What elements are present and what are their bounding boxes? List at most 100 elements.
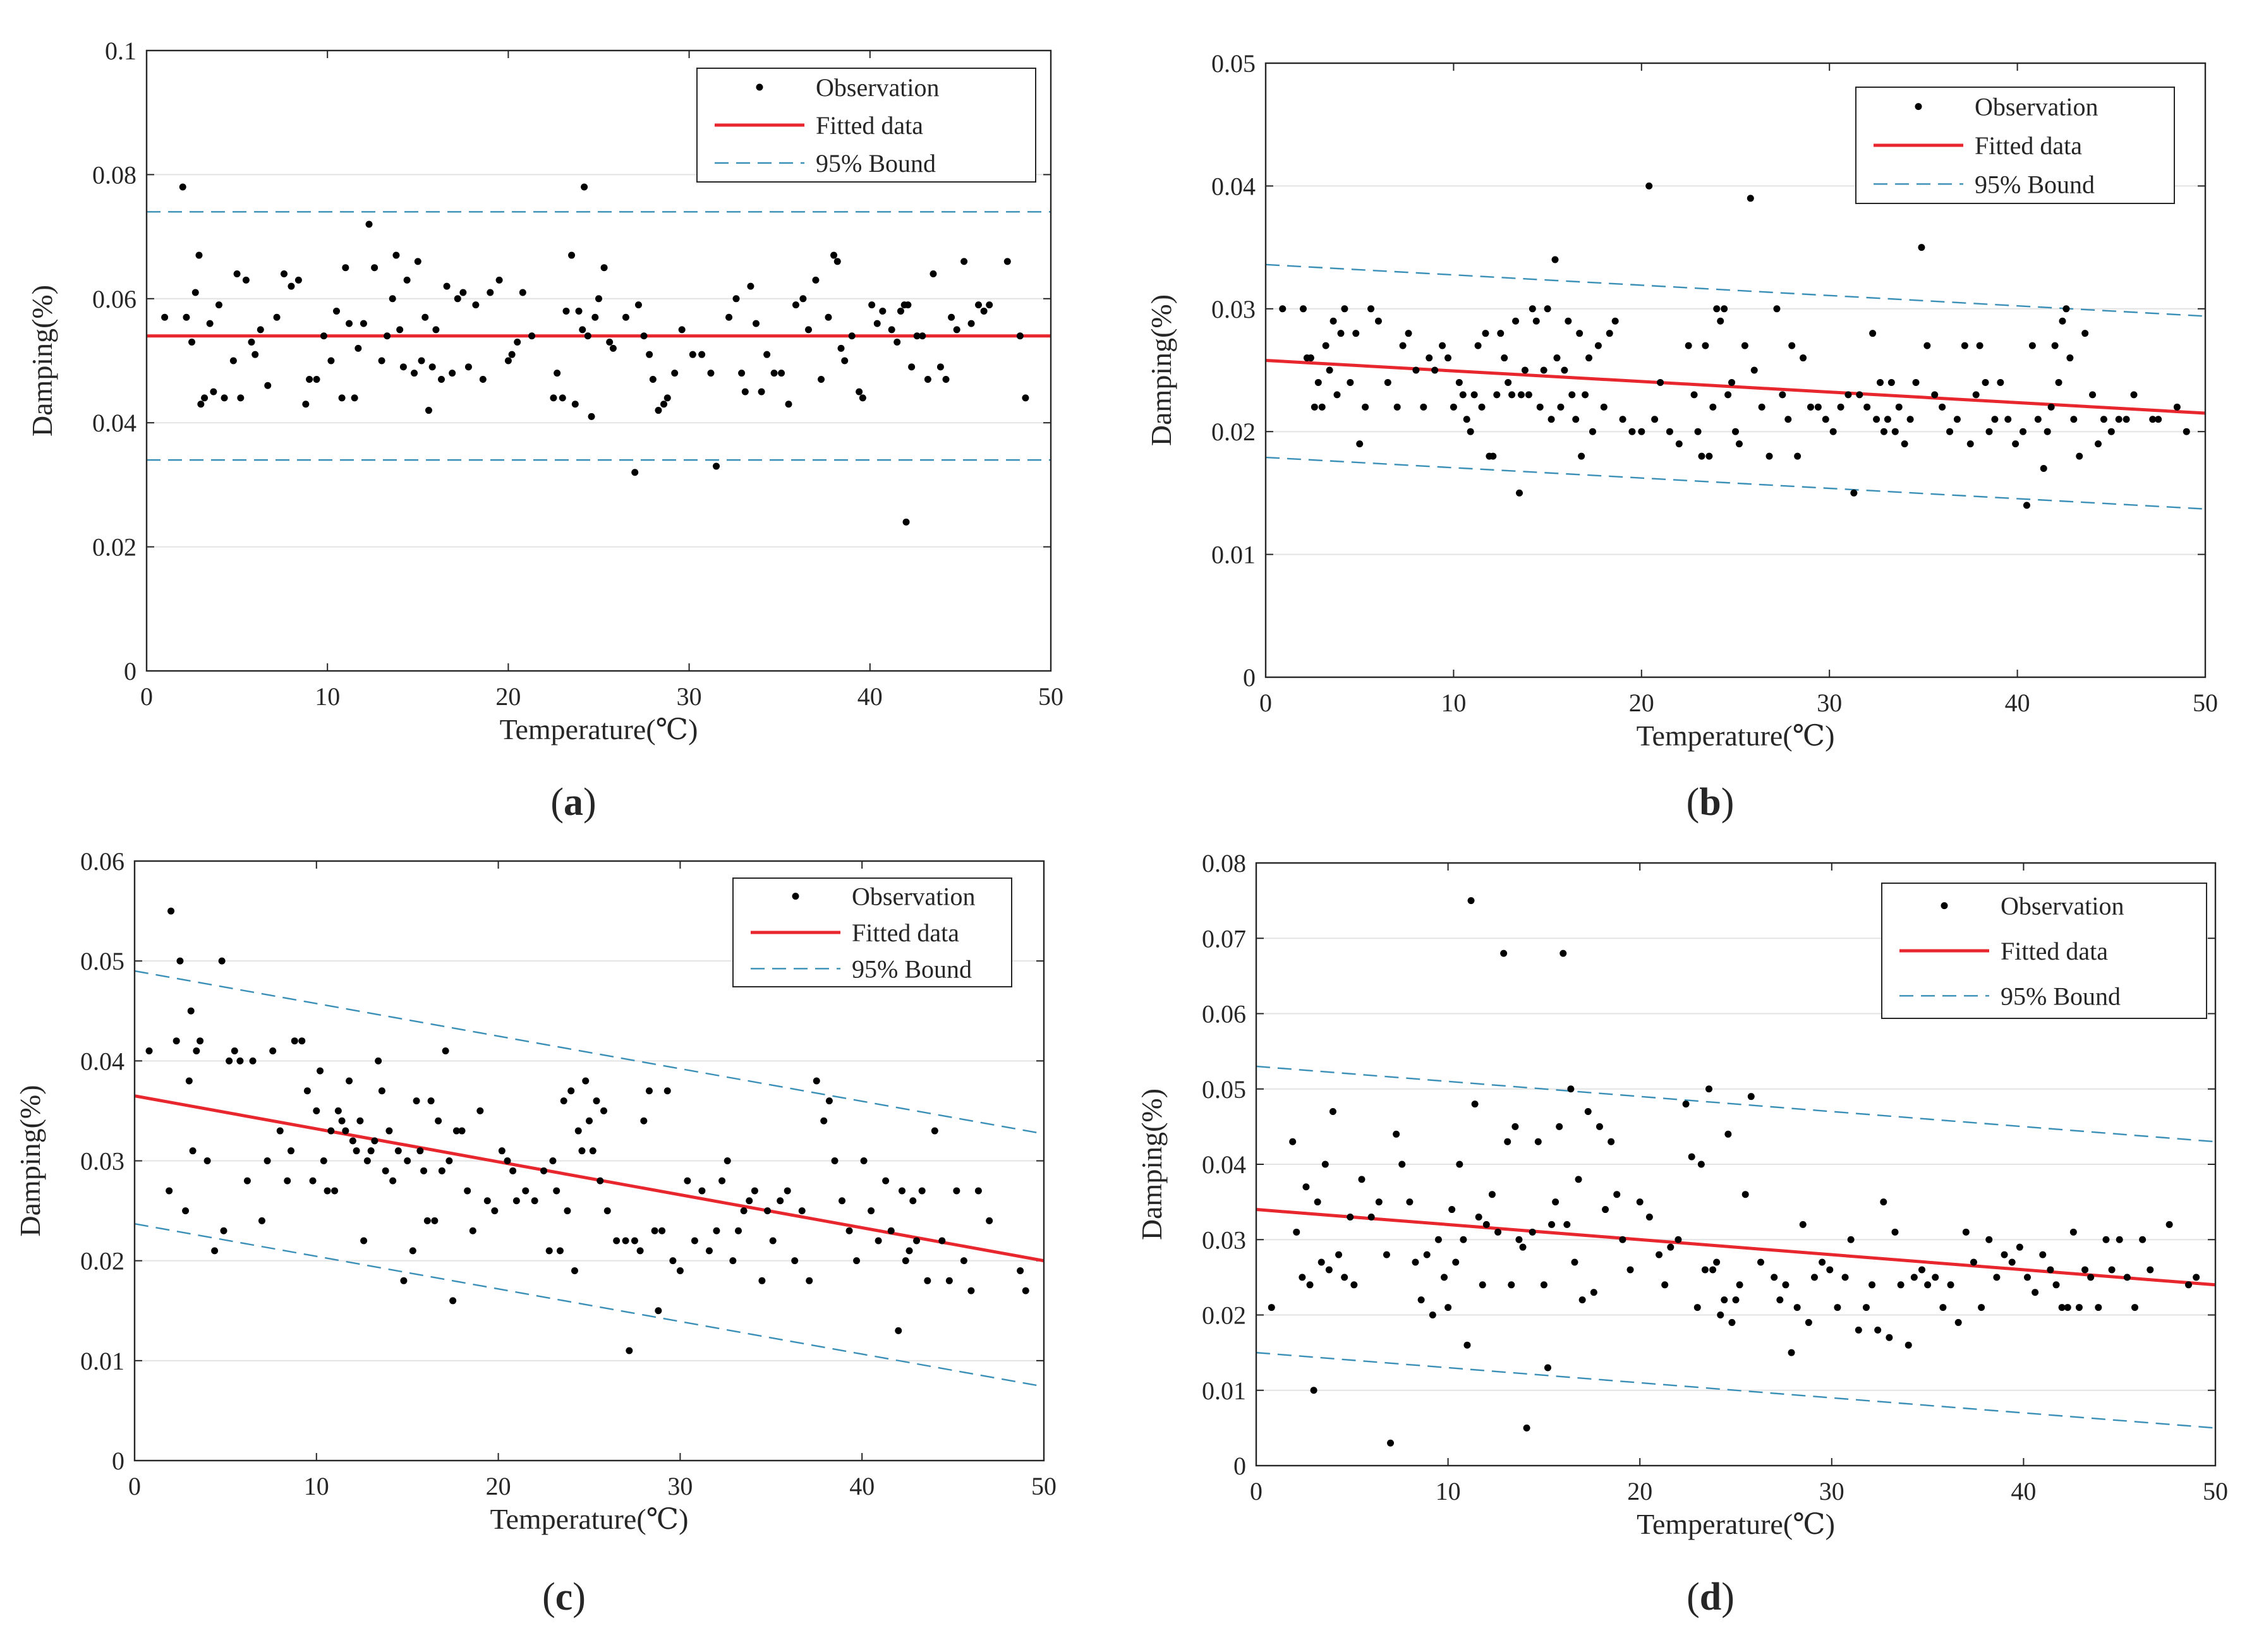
observation-point (831, 1157, 839, 1164)
observation-point (588, 413, 595, 420)
observation-point (487, 289, 494, 296)
observation-point (777, 1197, 784, 1205)
observation-point (1441, 1274, 1448, 1281)
x-tick-label: 30 (667, 1472, 693, 1500)
observation-point (327, 357, 335, 365)
observation-point (1567, 1085, 1575, 1093)
observation-point (1311, 403, 1318, 411)
x-tick-label: 20 (1629, 689, 1654, 717)
observation-point (2016, 1243, 2023, 1251)
panel-d: 0 0.01 0.02 0.03 0.04 0.05 0.06 0.07 0.08 0 10 20 30… (1136, 849, 2228, 1619)
observation-point (1512, 317, 1520, 325)
observation-point (1293, 1228, 1300, 1236)
observation-point (2034, 416, 2042, 423)
observation-point (1326, 366, 1333, 374)
observation-point (382, 1167, 389, 1174)
observation-point (409, 1247, 416, 1255)
observation-point (1901, 440, 1908, 448)
observation-point (1656, 1251, 1663, 1258)
upper-bound-line (1256, 1065, 2215, 1143)
observation-point (1602, 1206, 1609, 1214)
observation-point (1666, 428, 1673, 435)
panel-c: 0 0.01 0.02 0.03 0.04 0.05 0.06 0 10 20 30 40 50 Temp… (14, 847, 1057, 1619)
observation-point (2107, 428, 2115, 435)
observation-point (2052, 1281, 2060, 1289)
observation-point (1521, 366, 1529, 374)
observation-point (2058, 1304, 2066, 1311)
x-tick-label: 40 (2005, 689, 2030, 717)
observation-point (2070, 416, 2078, 423)
observation-point (188, 339, 196, 346)
panel-label-close: ) (1721, 1576, 1735, 1619)
observation-point (931, 1127, 938, 1135)
observation-point (284, 1177, 291, 1185)
observation-point (724, 1157, 731, 1164)
observation-point (1423, 1251, 1431, 1258)
observation-point (853, 1257, 861, 1265)
fit-lines (1256, 1065, 2215, 1429)
y-tick-label: 0.1 (105, 37, 136, 65)
observation-point (913, 332, 921, 340)
observation-point (597, 1177, 604, 1185)
observation-point (1314, 1198, 1321, 1206)
observation-point (887, 1227, 895, 1234)
observation-point (1717, 317, 1724, 325)
observation-point (2064, 1304, 2071, 1311)
x-tick-label: 20 (495, 682, 521, 711)
observation-point (195, 251, 203, 259)
observation-point (1693, 1304, 1701, 1311)
observation-point (953, 326, 960, 334)
y-tick-label: 0.04 (80, 1047, 124, 1075)
observation-point (2130, 391, 2138, 399)
lower-bound-line (135, 1222, 1044, 1388)
observation-point (1946, 428, 1954, 435)
observation-point (1841, 1274, 1849, 1281)
observation-point (902, 1257, 909, 1265)
y-axis-label: Damping(%) (14, 1085, 46, 1236)
observation-point (353, 1147, 360, 1155)
observation-point (1807, 403, 1814, 411)
observation-point (581, 183, 588, 191)
observation-point (185, 1077, 193, 1085)
observation-point (145, 1047, 153, 1055)
observation-point (1383, 1251, 1390, 1258)
observation-point (428, 363, 436, 371)
legend-observation-marker (1941, 902, 1948, 910)
observation-point (568, 251, 576, 259)
observation-point (738, 370, 746, 377)
observation-point (1497, 330, 1505, 337)
observation-point (1299, 305, 1307, 313)
observation-point (718, 1177, 726, 1185)
observation-point (575, 307, 583, 315)
observation-point (1747, 1093, 1755, 1100)
observation-point (609, 344, 617, 352)
observation-point (176, 957, 184, 965)
observation-point (1444, 354, 1451, 362)
observation-point (1420, 403, 1427, 411)
observation-point (913, 1237, 921, 1245)
observation-point (1757, 1258, 1764, 1266)
observation-point (1705, 1085, 1712, 1093)
observation-point (458, 1127, 466, 1135)
axes-frame (1255, 862, 2217, 1467)
observation-point (2020, 428, 2027, 435)
observation-point (550, 394, 557, 402)
observation-point (2183, 428, 2190, 435)
observation-point (567, 1087, 575, 1095)
x-tick-label: 40 (849, 1472, 875, 1500)
observation-point (1337, 330, 1345, 337)
observation-point (784, 1187, 791, 1195)
observation-point (423, 1217, 431, 1224)
observation-point (2115, 416, 2123, 423)
observation-point (1016, 332, 1024, 340)
observation-point (1307, 354, 1314, 362)
observation-point (746, 1197, 753, 1205)
observation-point (1335, 1251, 1343, 1258)
observation-point (338, 1117, 346, 1124)
observation-point (1559, 950, 1567, 957)
observation-point (1482, 1221, 1490, 1228)
observation-point (1412, 1258, 1419, 1266)
observation-point (288, 1147, 295, 1155)
observation-point (778, 370, 785, 377)
observation-point (848, 332, 856, 340)
